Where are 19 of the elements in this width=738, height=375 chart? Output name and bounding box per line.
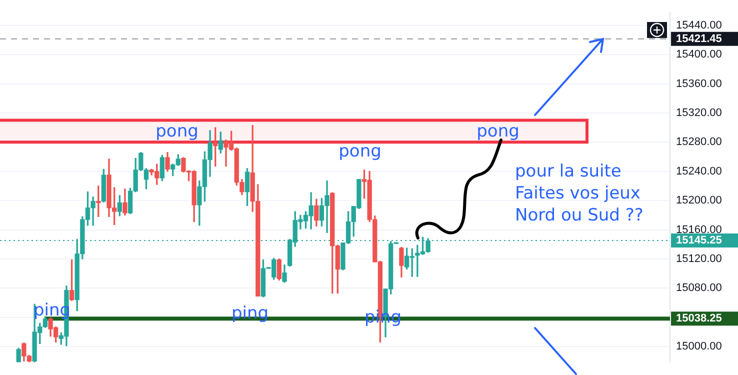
- annotation: pong: [156, 121, 198, 142]
- annotation: pong: [476, 121, 520, 142]
- ref-line-label: 15038.25: [676, 312, 722, 325]
- y-tick-label: 15000.00: [676, 340, 722, 353]
- y-tick-label: 15360.00: [676, 78, 722, 90]
- ref-line-label: 15145.25: [676, 234, 722, 247]
- y-tick-label: 15280.00: [676, 136, 722, 148]
- y-tick-label: 15320.00: [676, 107, 722, 119]
- y-tick-label: 15400.00: [676, 48, 722, 61]
- y-tick-label: 15440.00: [676, 19, 722, 32]
- annotation: pong: [338, 141, 382, 162]
- annotation: pour la suite Faites vos jeux Nord ou Sud ??: [515, 161, 644, 226]
- y-tick-label: 15080.00: [676, 282, 722, 294]
- ref-line-label: 15421.45: [676, 32, 722, 45]
- y-tick-label: 15200.00: [676, 194, 722, 207]
- y-tick-label: 15240.00: [676, 165, 722, 178]
- y-tick-label: 15160.00: [676, 224, 722, 236]
- y-tick-label: 15120.00: [676, 252, 722, 265]
- annotation: ping: [364, 307, 402, 328]
